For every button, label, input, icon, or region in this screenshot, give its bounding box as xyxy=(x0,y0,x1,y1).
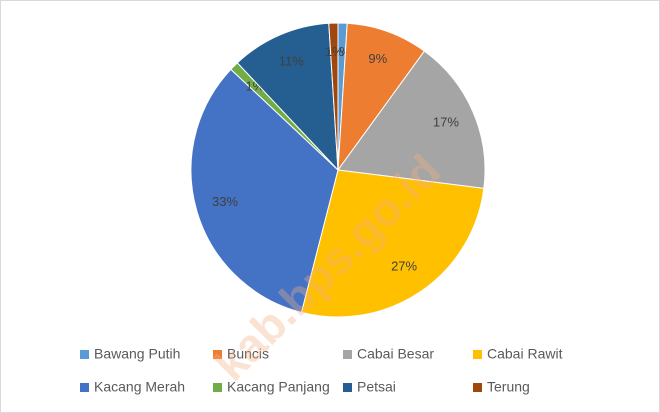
legend-swatch xyxy=(80,383,89,392)
pie-slice xyxy=(190,68,339,313)
pie-slice xyxy=(337,50,486,189)
data-label: 11% xyxy=(279,54,304,69)
legend-swatch xyxy=(213,350,222,359)
data-label: 33% xyxy=(212,194,238,209)
pie-slice xyxy=(328,22,339,171)
legend-swatch xyxy=(80,350,89,359)
legend-swatch xyxy=(343,383,352,392)
legend-swatch xyxy=(213,383,222,392)
data-label: 1% xyxy=(325,44,344,59)
data-label: 27% xyxy=(391,259,417,274)
pie-slice xyxy=(236,22,339,172)
legend-swatch xyxy=(473,350,482,359)
legend-label: Bawang Putih xyxy=(94,346,180,362)
legend-label: Petsai xyxy=(357,379,396,395)
data-label: 9% xyxy=(368,51,387,66)
legend-label: Kacang Merah xyxy=(94,379,185,395)
pie-slice xyxy=(337,22,426,172)
legend-swatch xyxy=(343,350,352,359)
pie-slice xyxy=(300,169,485,318)
legend-label: Terung xyxy=(487,379,530,395)
legend-label: Cabai Besar xyxy=(357,346,434,362)
legend-label: Buncis xyxy=(227,346,269,362)
data-label: 17% xyxy=(433,115,459,130)
legend-label: Kacang Panjang xyxy=(227,379,330,395)
legend-label: Cabai Rawit xyxy=(487,346,563,362)
legend-swatch xyxy=(473,383,482,392)
